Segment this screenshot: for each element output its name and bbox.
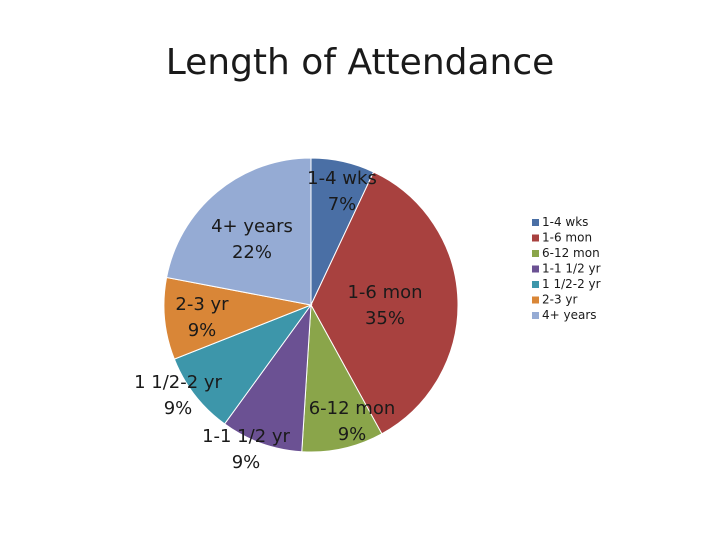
pie-slice-2-3-yr (163, 276, 313, 360)
data-label-value-6-12-mon: 9% (338, 424, 367, 445)
data-label-category-1-6-mon: 1-6 mon (347, 282, 422, 303)
pie-slice-6-12-mon (301, 303, 383, 453)
data-label-category-6-12-mon: 6-12 mon (309, 398, 396, 419)
legend-swatch-1-1-1-2-yr (532, 265, 539, 273)
data-label-value-1-4-wks: 7% (328, 194, 357, 215)
data-label-category-2-3-yr: 2-3 yr (175, 294, 229, 315)
legend-label-1-6-mon: 1-6 mon (542, 231, 592, 245)
data-label-category-1-1-2-2-yr: 1 1/2-2 yr (134, 372, 222, 393)
pie-data-labels: 1-4 wks 7% 1-6 mon 35% 6-12 mon 9% 1-1 1/2 yr 9… (134, 168, 422, 473)
legend-swatch-1-6-mon (532, 234, 539, 242)
pie-slice-1-1-1-2-yr (223, 303, 312, 453)
pie-slice-4-years (166, 157, 312, 306)
legend-swatch-6-12-mon (532, 250, 539, 257)
data-label-value-1-6-mon: 35% (365, 308, 405, 329)
legend-label-6-12-mon: 6-12 mon (542, 246, 600, 260)
legend-swatch-2-3-yr (532, 296, 539, 304)
legend-swatch-4-years (532, 312, 539, 319)
data-label-value-2-3-yr: 9% (188, 320, 217, 341)
data-label-value-1-1-1-2-yr: 9% (232, 452, 261, 473)
chart-title: Length of Attendance (165, 42, 555, 83)
data-label-category-1-1-1-2-yr: 1-1 1/2 yr (202, 426, 290, 447)
legend-label-1-4-wks: 1-4 wks (542, 215, 588, 229)
pie-slices (163, 157, 459, 453)
data-label-category-1-4-wks: 1-4 wks (307, 168, 377, 189)
data-label-category-4-years: 4+ years (211, 216, 293, 237)
pie-slice-1-6-mon (310, 171, 459, 435)
data-label-value-4-years: 22% (232, 242, 272, 263)
legend-label-4-years: 4+ years (542, 308, 597, 322)
legend-label-2-3-yr: 2-3 yr (542, 293, 578, 307)
legend-swatch-1-4-wks (532, 219, 539, 226)
legend-label-1-1-1-2-yr: 1-1 1/2 yr (542, 262, 601, 276)
legend-swatch-1-1-2-2-yr (532, 281, 539, 288)
pie-slice-1-1-2-2-yr (173, 303, 313, 425)
data-label-value-1-1-2-2-yr: 9% (164, 398, 193, 419)
legend-label-1-1-2-2-yr: 1 1/2-2 yr (542, 277, 601, 291)
